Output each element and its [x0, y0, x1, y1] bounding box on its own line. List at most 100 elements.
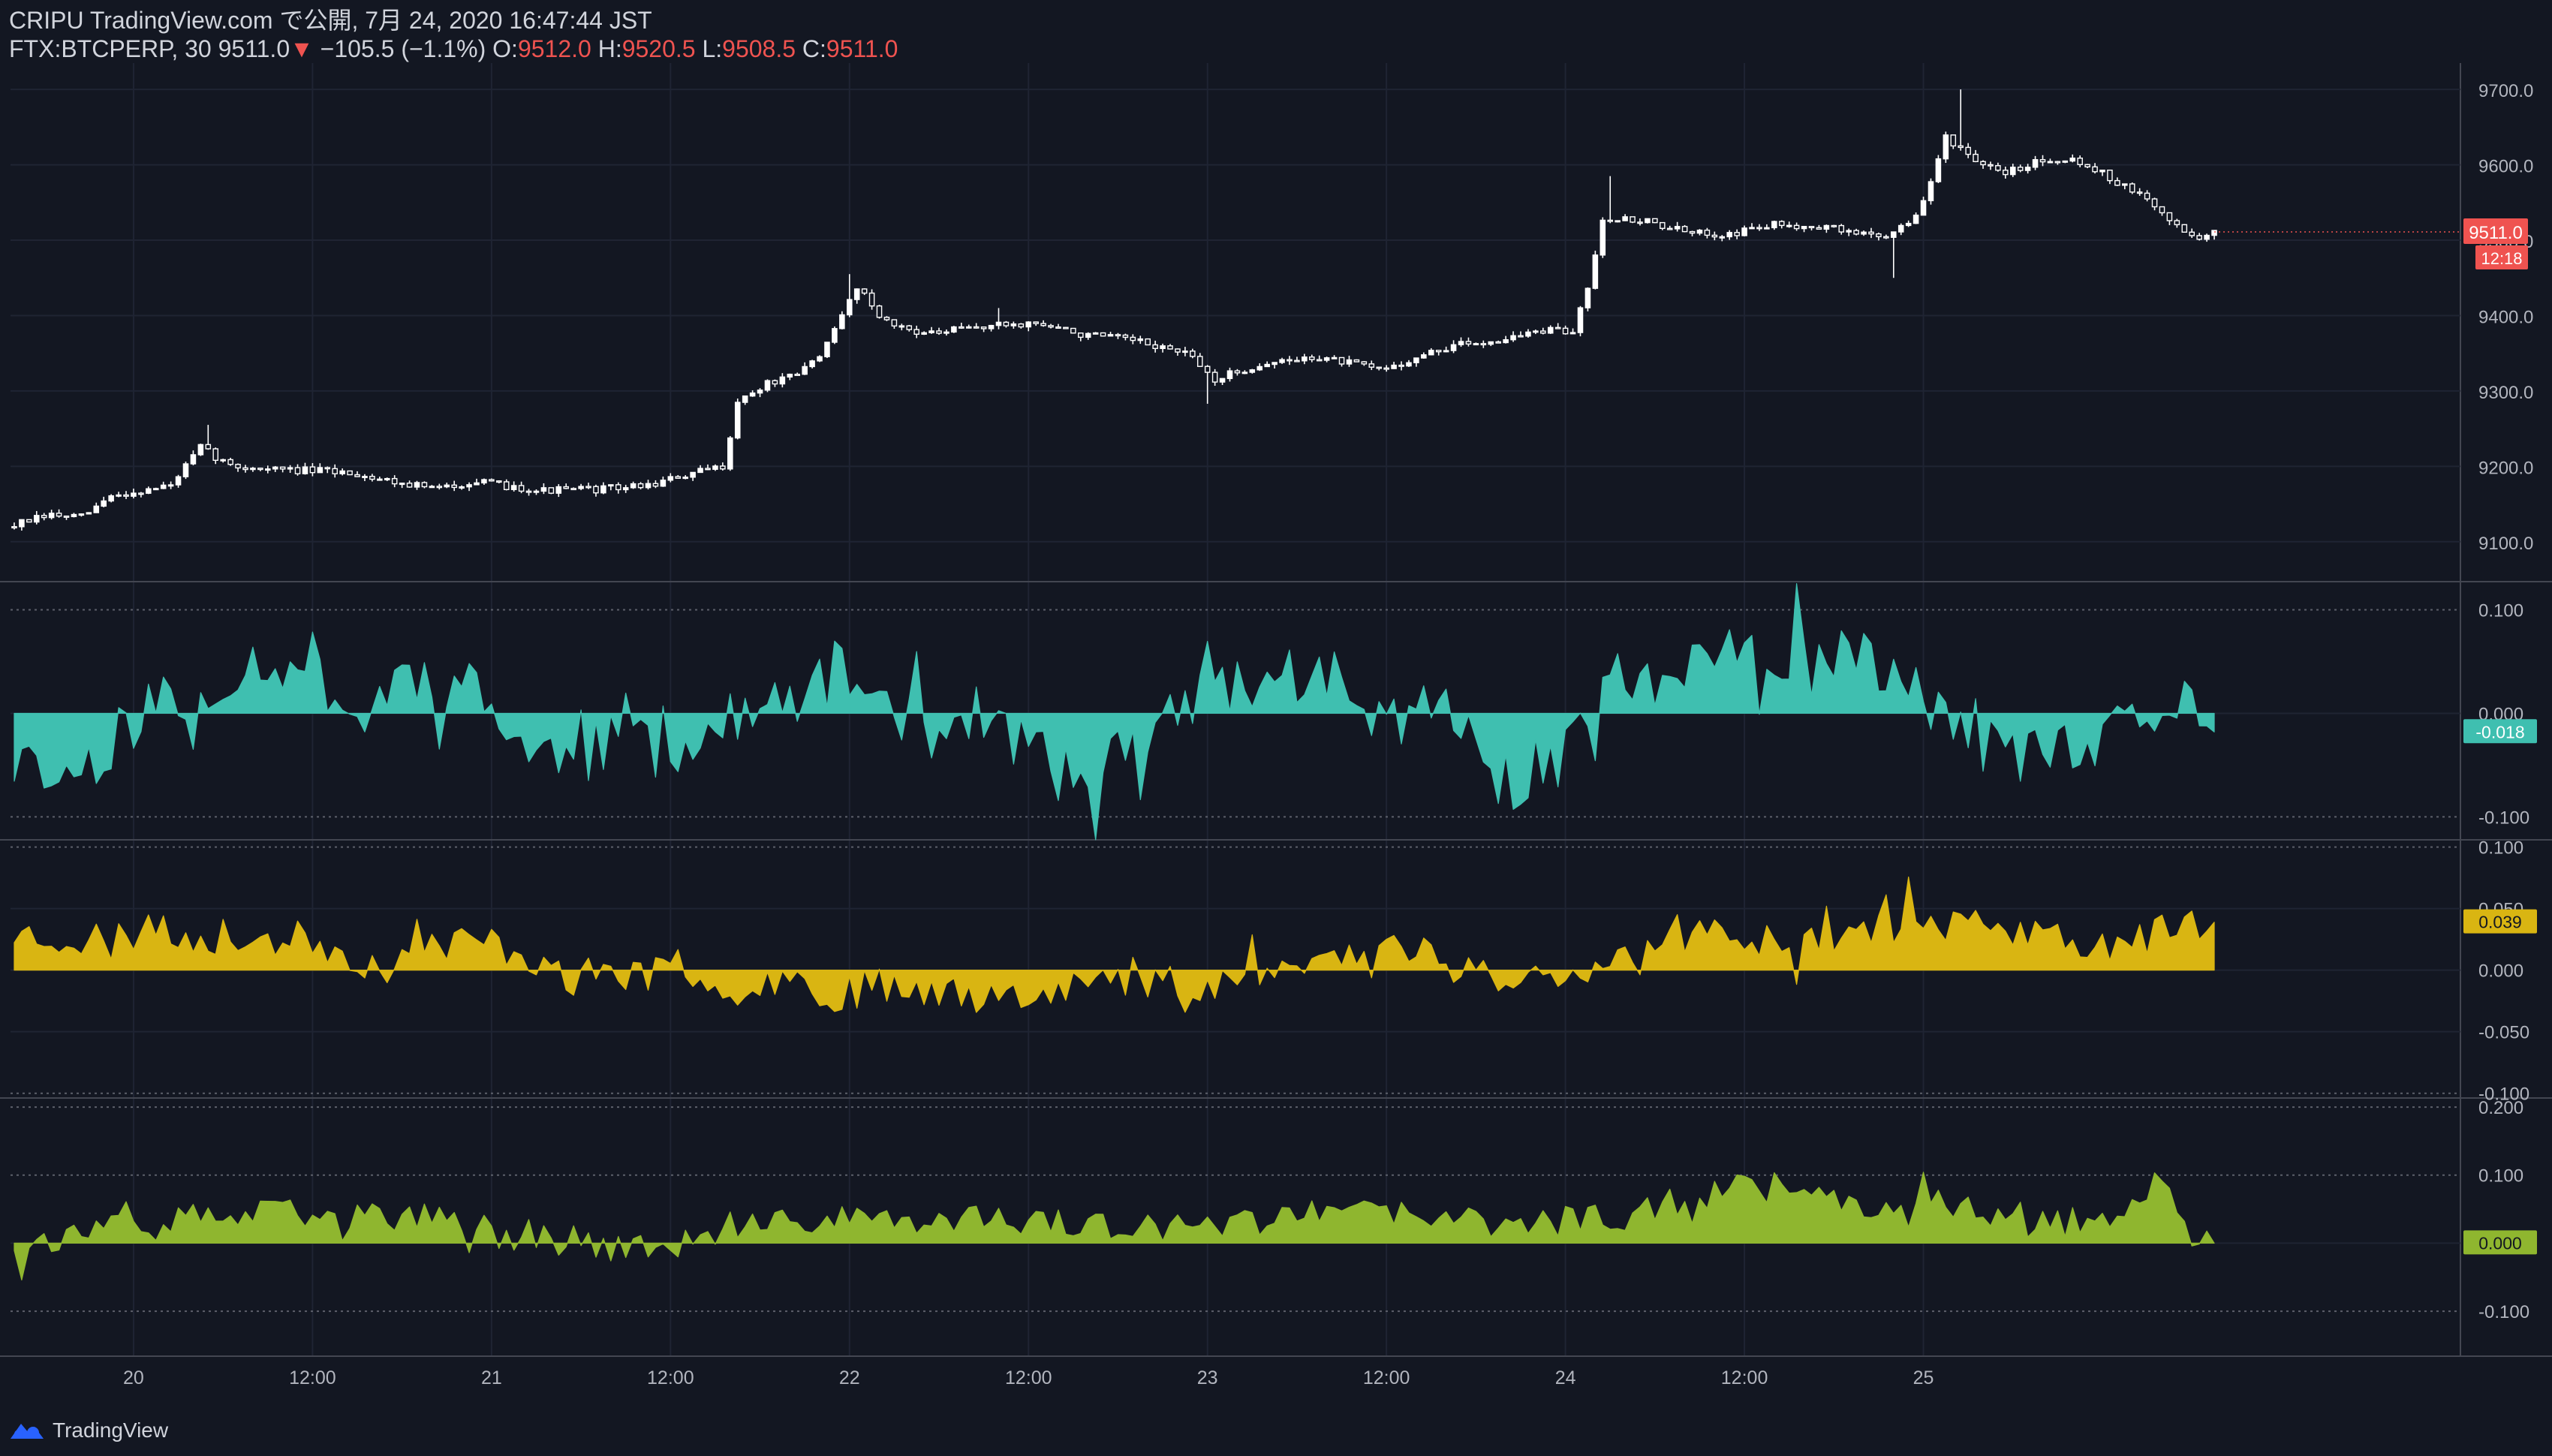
candle-body [503, 481, 510, 491]
candle-body [1793, 224, 1800, 230]
candle-body [1786, 224, 1792, 227]
candle-body [2009, 167, 2016, 176]
indicator-value-badge [2463, 719, 2537, 744]
candle-body [1719, 236, 1726, 239]
time-tick-label: 12:00 [1005, 1367, 1052, 1388]
price-tick-label: 9300.0 [2478, 383, 2533, 403]
indicator-tick-label: -0.050 [2478, 1023, 2529, 1043]
indicator-area [14, 583, 2215, 841]
candle-body [324, 467, 331, 470]
candle-body [309, 466, 316, 474]
candle-body [1323, 357, 1330, 361]
candle-body [1190, 350, 1196, 357]
price-pane[interactable]: 9100.09200.09300.09400.09500.09600.09700… [11, 81, 2533, 554]
candle-body [78, 513, 85, 516]
candle-body [757, 390, 763, 394]
candle-body [787, 373, 793, 378]
countdown-badge [2475, 245, 2528, 269]
candle-body [332, 468, 338, 474]
time-tick-label: 25 [1913, 1367, 1934, 1388]
candle-body [1152, 344, 1158, 350]
candle-body [1033, 321, 1039, 324]
candle-body [406, 483, 413, 488]
symbol-label[interactable]: FTX:BTCPERP, 30 [9, 35, 212, 62]
candle-body [1480, 343, 1487, 346]
candle-body [175, 476, 182, 486]
candle-body [846, 299, 853, 316]
indicator-tick-label: 0.000 [2478, 961, 2523, 982]
indicator-tick-label: -0.100 [2478, 808, 2529, 828]
candle-body [779, 376, 786, 385]
time-tick-label: 12:00 [289, 1367, 336, 1388]
candle-body [1756, 227, 1762, 230]
change-arrow-icon: ▼ [290, 35, 314, 62]
candle-body [824, 341, 830, 357]
candle-body [1868, 231, 1874, 235]
footer-brand[interactable]: TradingView [8, 1415, 168, 1445]
candle-body [152, 488, 159, 491]
candle-body [1734, 232, 1740, 236]
candle-body [690, 471, 696, 478]
candle-body [2032, 159, 2039, 168]
candle-body [749, 392, 756, 397]
candle-body [1473, 343, 1479, 346]
candle-body [951, 326, 957, 333]
candle-body [1256, 366, 1263, 371]
candle-body [1130, 336, 1136, 341]
candle-body [660, 480, 667, 487]
candle-body [1167, 345, 1173, 350]
candle-body [510, 485, 517, 491]
candle-body [1689, 230, 1696, 234]
candle-body [19, 519, 25, 528]
candle-body [891, 319, 898, 327]
candle-body [1547, 326, 1554, 334]
candle-body [682, 477, 688, 480]
open-label: O: [492, 35, 518, 62]
time-tick-label: 20 [123, 1367, 144, 1388]
candle-body [1115, 334, 1121, 337]
candle-body [1838, 224, 1845, 233]
candle-body [1630, 216, 1636, 223]
candle-body [980, 326, 987, 329]
indicator-value-badge [2463, 1230, 2537, 1255]
time-axis[interactable]: 20 12:00 21 12:00 22 12:00 23 12:00 24 12:00 25 [123, 1367, 1934, 1388]
candle-body [26, 519, 32, 523]
candle-body [1928, 181, 1934, 202]
candle-body [1674, 226, 1681, 230]
candle-body [1092, 332, 1099, 335]
candle-body [1540, 330, 1546, 334]
candle-body [1010, 323, 1017, 326]
indicator-tick-label: 0.100 [2478, 600, 2523, 621]
price-tick-label: 9400.0 [2478, 307, 2533, 327]
candle-body [1175, 348, 1181, 353]
candle-body [839, 314, 845, 329]
candle-body [809, 360, 815, 368]
candle-body [548, 487, 555, 494]
candle-body [1204, 366, 1211, 373]
candle-body [637, 483, 644, 489]
candle-body [2136, 191, 2143, 194]
indicator-value-badge [2463, 909, 2537, 934]
candle-body [936, 330, 942, 334]
candle-body [1995, 165, 2001, 171]
candle-body [496, 480, 502, 483]
candle-body [1897, 224, 1904, 233]
candle-body [2077, 158, 2083, 165]
candle-body [578, 486, 584, 489]
candle-body [570, 488, 576, 491]
candle-body [1070, 327, 1076, 334]
candle-body [652, 483, 659, 487]
candle-body [1533, 330, 1539, 333]
indicator-tick-label: 0.100 [2478, 1166, 2523, 1187]
chart-header: CRIPU TradingView.com で公開, 7月 24, 2020 1… [9, 6, 2261, 63]
candle-body [205, 444, 212, 450]
candle-body [622, 487, 629, 491]
candle-body [182, 463, 189, 477]
candle-body [1391, 364, 1397, 369]
candle-body [772, 380, 778, 385]
candle-body [1831, 224, 1837, 227]
